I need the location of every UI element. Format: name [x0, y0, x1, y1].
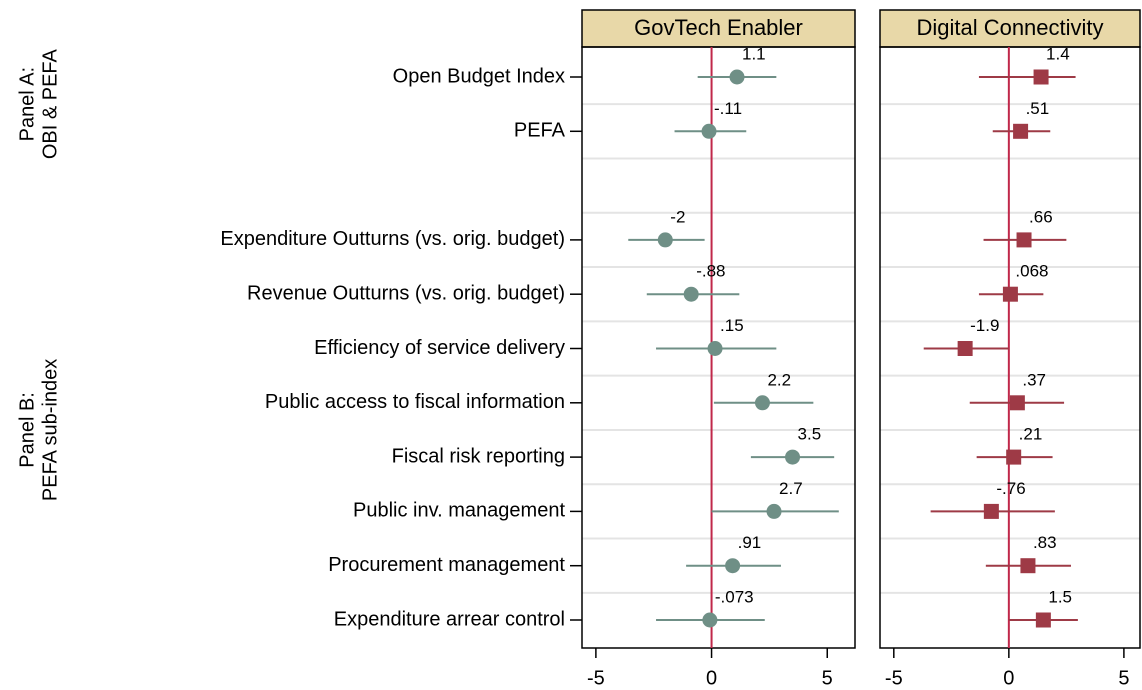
point-estimate — [729, 69, 745, 85]
value-label: .66 — [1029, 207, 1053, 226]
value-label: .21 — [1019, 425, 1043, 444]
value-label: .37 — [1022, 370, 1046, 389]
point-estimate — [957, 341, 973, 356]
point-estimate — [754, 395, 770, 411]
panel-header — [581, 9, 856, 48]
category-label: Expenditure Outturns (vs. orig. budget) — [220, 228, 565, 250]
category-label: Public access to fiscal information — [265, 391, 565, 413]
value-label: .51 — [1026, 99, 1050, 118]
value-label: .91 — [738, 533, 762, 552]
point-estimate — [707, 341, 723, 356]
value-label: 2.2 — [767, 370, 791, 389]
value-label: 1.1 — [742, 44, 766, 63]
value-label: 3.5 — [798, 425, 822, 444]
value-label: 1.5 — [1048, 587, 1072, 606]
category-label: Fiscal risk reporting — [392, 445, 565, 467]
point-estimate — [1020, 558, 1036, 574]
value-label: -2 — [670, 207, 685, 226]
point-estimate — [702, 612, 718, 628]
panel-header — [879, 9, 1141, 48]
point-estimate — [1006, 449, 1022, 465]
point-estimate — [1013, 123, 1029, 139]
value-label: .15 — [720, 316, 744, 335]
value-label: -.11 — [714, 99, 742, 118]
row-group-label: Panel B: — [16, 392, 38, 468]
point-estimate — [766, 503, 782, 519]
category-label: Revenue Outturns (vs. orig. budget) — [247, 282, 565, 304]
category-label: Efficiency of service delivery — [314, 337, 565, 359]
x-tick-label: 5 — [1118, 667, 1129, 689]
point-estimate — [983, 503, 999, 519]
x-tick-label: 5 — [822, 667, 833, 689]
row-group-label: OBI & PEFA — [39, 48, 61, 159]
panel-title: GovTech Enabler — [634, 15, 803, 40]
panel-frame — [879, 46, 1141, 649]
point-estimate — [701, 123, 717, 139]
point-estimate — [1035, 612, 1051, 628]
value-label: -1.9 — [970, 316, 999, 335]
category-label: Procurement management — [328, 554, 565, 576]
x-tick-label: -5 — [885, 667, 903, 689]
category-label: Open Budget Index — [393, 65, 565, 87]
value-label: .068 — [1015, 262, 1048, 281]
value-label: 1.4 — [1046, 44, 1070, 63]
panel-title: Digital Connectivity — [916, 15, 1103, 40]
category-label: PEFA — [514, 120, 566, 142]
x-tick-label: 0 — [706, 667, 717, 689]
row-group-label: PEFA sub-index — [39, 359, 61, 501]
point-estimate — [1033, 69, 1049, 85]
x-tick-label: -5 — [587, 667, 605, 689]
point-estimate — [785, 449, 801, 465]
point-estimate — [1016, 232, 1032, 248]
x-tick-label: 0 — [1003, 667, 1014, 689]
value-label: .83 — [1033, 533, 1057, 552]
value-label: -.88 — [696, 262, 725, 281]
value-label: -.76 — [996, 479, 1025, 498]
row-group-label: Panel A: — [16, 67, 38, 142]
category-label: Public inv. management — [353, 500, 565, 522]
point-estimate — [725, 558, 741, 574]
panel-frame — [581, 46, 856, 649]
point-estimate — [683, 286, 699, 302]
category-label: Expenditure arrear control — [334, 608, 565, 630]
point-estimate — [657, 232, 673, 248]
point-estimate — [1002, 286, 1018, 302]
point-estimate — [1009, 395, 1025, 411]
value-label: -.073 — [715, 587, 754, 606]
value-label: 2.7 — [779, 479, 803, 498]
